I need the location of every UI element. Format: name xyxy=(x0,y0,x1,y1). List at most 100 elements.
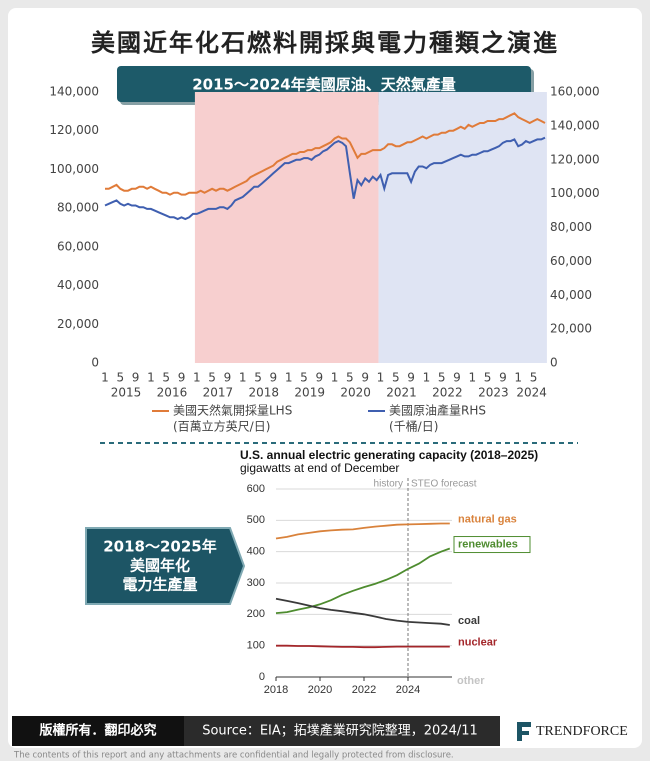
y2-tick-label: 60,000 xyxy=(550,254,592,268)
x-tick-label: 1 xyxy=(331,371,339,385)
rights: 版權所有．翻印必究 xyxy=(39,723,156,739)
x-tick-label: 5 xyxy=(162,371,170,385)
banner-text: 2015～2024年美國原油、天然氣產量 xyxy=(192,76,456,94)
disclaimer: The contents of this report and any atta… xyxy=(13,751,454,761)
x-tick-label: 1 xyxy=(377,371,385,385)
side-banner-line: 電力生產量 xyxy=(122,576,197,594)
series-label: coal xyxy=(458,615,480,627)
x-tick-label: 1 xyxy=(514,371,522,385)
x-tick-label: 1 xyxy=(147,371,155,385)
y-tick-label: 400 xyxy=(247,546,265,558)
y-tick-label: 20,000 xyxy=(57,317,99,331)
x-tick-label: 2022 xyxy=(352,684,376,696)
legend-unit: (千桶/日) xyxy=(389,419,438,434)
y2-tick-label: 160,000 xyxy=(550,85,600,99)
x-tick-label: 1 xyxy=(468,371,476,385)
x-tick-label: 5 xyxy=(116,371,124,385)
x-tick-label: 5 xyxy=(346,371,354,385)
y2-tick-label: 80,000 xyxy=(550,220,592,234)
x-tick-label: 5 xyxy=(392,371,400,385)
x-tick-label: 9 xyxy=(178,371,186,385)
x-group-label: 2021 xyxy=(386,386,417,400)
side-banner xyxy=(85,527,246,605)
x-tick-label: 1 xyxy=(423,371,431,385)
x-tick-label: 9 xyxy=(407,371,415,385)
period-shade xyxy=(194,92,379,363)
y-tick-label: 140,000 xyxy=(49,85,99,99)
x-group-label: 2023 xyxy=(478,386,509,400)
x-tick-label: 2018 xyxy=(264,684,288,696)
chart-subtitle: gigawatts at end of December xyxy=(240,461,399,475)
x-tick-label: 9 xyxy=(270,371,278,385)
label-box xyxy=(453,536,531,554)
side-banner-line: 美國年化 xyxy=(130,557,190,575)
y-tick-label: 500 xyxy=(247,514,265,526)
x-tick-label: 9 xyxy=(315,371,323,385)
side-banner-line: 2018～2025年 xyxy=(103,538,217,556)
series-label: natural gas xyxy=(458,513,517,525)
x-group-label: 2022 xyxy=(432,386,463,400)
series-line xyxy=(104,136,546,221)
legend-label: 美國天然氣開採量LHS xyxy=(173,403,292,418)
x-group-label: 2016 xyxy=(157,386,188,400)
period-shade xyxy=(378,92,547,363)
page-title: 美國近年化石燃料開採與電力種類之演進 xyxy=(91,29,559,57)
x-tick-label: 5 xyxy=(208,371,216,385)
x-tick-label: 9 xyxy=(224,371,232,385)
logo: TRENDFORCE xyxy=(536,724,628,739)
x-tick-label: 1 xyxy=(193,371,201,385)
x-group-label: 2019 xyxy=(294,386,325,400)
x-tick-label: 9 xyxy=(132,371,140,385)
x-tick-label: 1 xyxy=(101,371,109,385)
legend-label: 美國原油產量RHS xyxy=(389,403,486,418)
x-group-label: 2018 xyxy=(249,386,280,400)
series-label: nuclear xyxy=(458,637,498,649)
y-tick-label: 100 xyxy=(247,640,265,652)
y-tick-label: 40,000 xyxy=(57,278,99,292)
y-tick-label: 120,000 xyxy=(49,123,99,137)
x-group-label: 2020 xyxy=(340,386,371,400)
x-tick-label: 9 xyxy=(361,371,369,385)
y-tick-label: 300 xyxy=(247,577,265,589)
y2-tick-label: 0 xyxy=(550,356,558,370)
annotation: STEO forecast xyxy=(411,479,477,490)
y2-tick-label: 40,000 xyxy=(550,288,592,302)
series-line xyxy=(276,644,450,649)
x-tick-label: 1 xyxy=(239,371,247,385)
series-label: renewables xyxy=(458,538,518,550)
y2-tick-label: 20,000 xyxy=(550,322,592,336)
chart-title: U.S. annual electric generating capacity… xyxy=(240,448,538,462)
x-tick-label: 5 xyxy=(438,371,446,385)
legend-unit: (百萬立方英尺/日) xyxy=(173,419,270,434)
x-tick-label: 9 xyxy=(453,371,461,385)
x-group-label: 2024 xyxy=(516,386,547,400)
y-tick-label: 80,000 xyxy=(57,201,99,215)
x-group-label: 2015 xyxy=(111,386,142,400)
annotation: history xyxy=(374,479,403,490)
series-line xyxy=(275,597,450,626)
logo-icon xyxy=(517,722,531,741)
y-tick-label: 200 xyxy=(247,608,265,620)
source: Source：EIA；拓墣產業研究院整理，2024/11 xyxy=(202,723,478,739)
rights-box xyxy=(12,716,184,746)
series-line xyxy=(275,522,450,540)
x-tick-label: 2024 xyxy=(396,684,420,696)
x-tick-label: 2020 xyxy=(308,684,332,696)
y-tick-label: 0 xyxy=(259,671,265,683)
y2-tick-label: 120,000 xyxy=(550,152,600,166)
x-tick-label: 5 xyxy=(530,371,538,385)
y2-tick-label: 100,000 xyxy=(550,186,600,200)
y-tick-label: 0 xyxy=(91,356,99,370)
x-tick-label: 5 xyxy=(484,371,492,385)
y-tick-label: 60,000 xyxy=(57,239,99,253)
series-line xyxy=(105,112,546,196)
y-tick-label: 600 xyxy=(247,483,265,495)
y2-tick-label: 140,000 xyxy=(550,118,600,132)
series-line xyxy=(275,547,451,614)
x-tick-label: 5 xyxy=(254,371,262,385)
annotation: other xyxy=(457,675,485,687)
y-tick-label: 100,000 xyxy=(49,162,99,176)
x-tick-label: 5 xyxy=(300,371,308,385)
